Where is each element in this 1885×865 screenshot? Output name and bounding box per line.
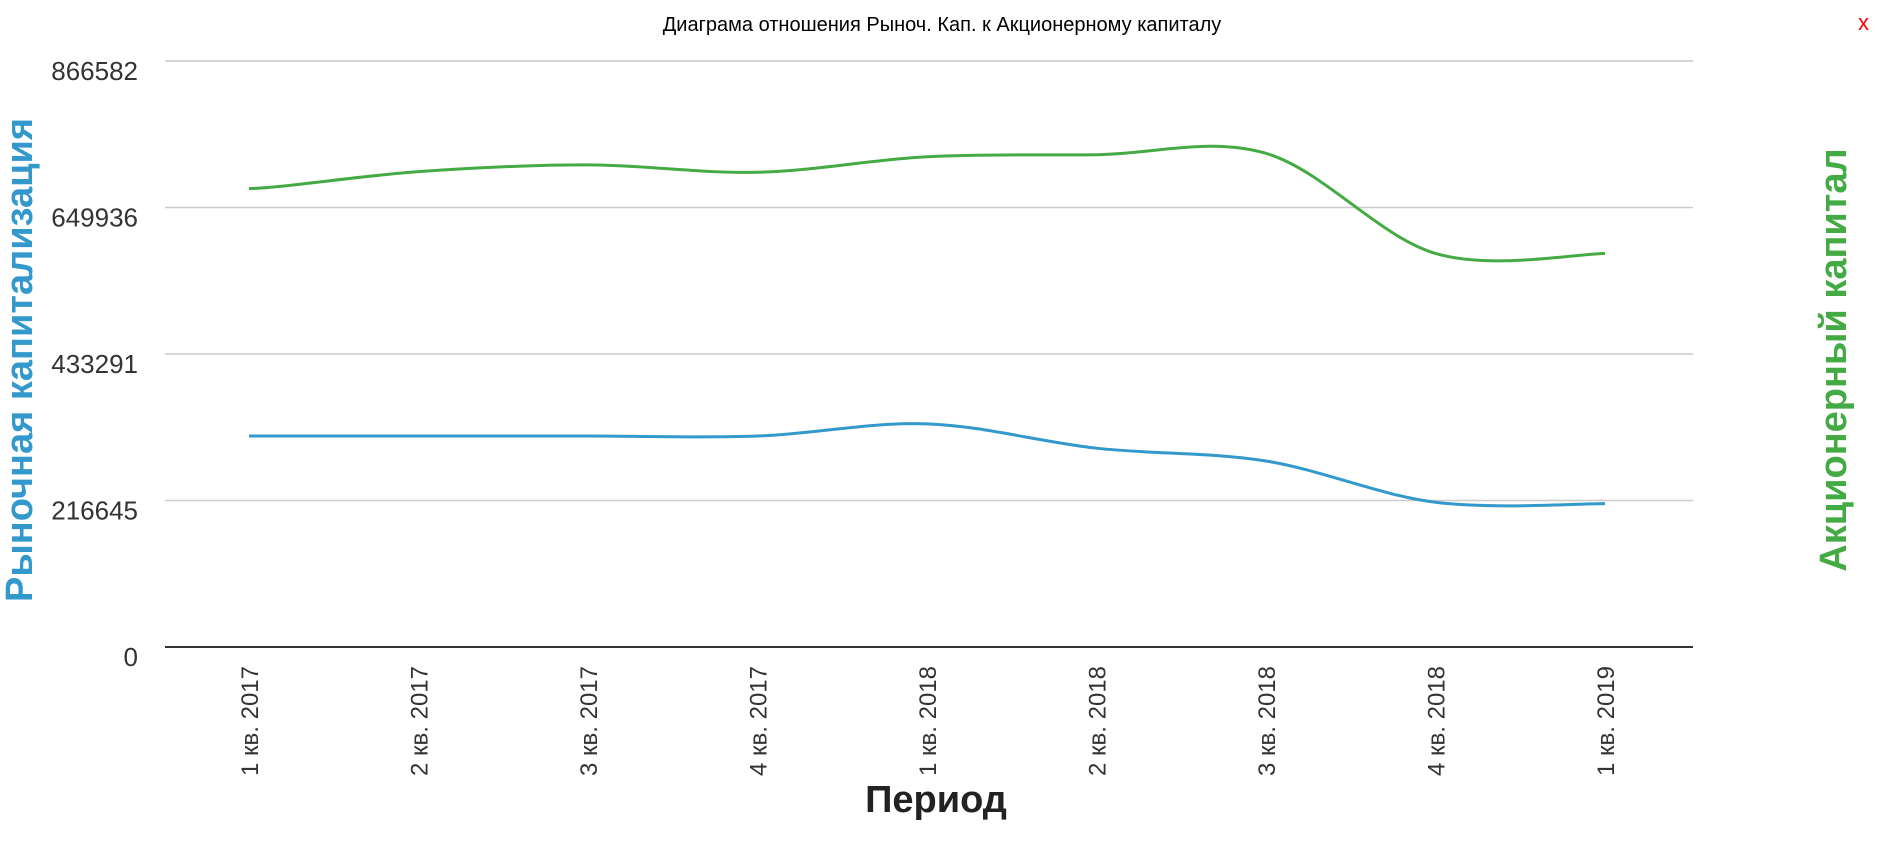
chart-title: Диаграма отношения Рыноч. Кап. к Акционе…	[663, 14, 1221, 36]
x-tick-label: 1 кв. 2017	[237, 666, 264, 776]
x-tick-label: 4 кв. 2018	[1424, 666, 1451, 776]
x-tick-label: 1 кв. 2018	[915, 666, 942, 776]
y-tick-label: 866582	[51, 56, 138, 86]
x-tick-label: 2 кв. 2017	[407, 666, 434, 776]
series-line-1	[248, 144, 1606, 263]
y-tick-label: 0	[124, 642, 138, 672]
y-axis-ticks: 866582 649936 433291 216645 0	[51, 56, 138, 672]
x-tick-label: 1 кв. 2019	[1593, 666, 1620, 776]
y-tick-label: 433291	[51, 349, 138, 379]
y-tick-label: 216645	[51, 496, 138, 526]
y-axis-label-right: Акционерный капитал	[1813, 148, 1855, 571]
close-button[interactable]: x	[1858, 10, 1869, 35]
series-layer	[248, 144, 1606, 508]
x-tick-label: 2 кв. 2018	[1085, 666, 1112, 776]
grid	[165, 60, 1693, 648]
x-tick-label: 3 кв. 2018	[1254, 666, 1281, 776]
x-tick-label: 3 кв. 2017	[576, 666, 603, 776]
y-axis-label-left: Рыночная капитализация	[0, 118, 41, 602]
x-tick-label: 4 кв. 2017	[746, 666, 773, 776]
x-axis-label: Период	[865, 779, 1007, 821]
y-tick-label: 649936	[51, 203, 138, 233]
series-line-0	[249, 422, 1606, 508]
x-axis-ticks: 1 кв. 2017 2 кв. 2017 3 кв. 2017 4 кв. 2017…	[237, 666, 1620, 776]
